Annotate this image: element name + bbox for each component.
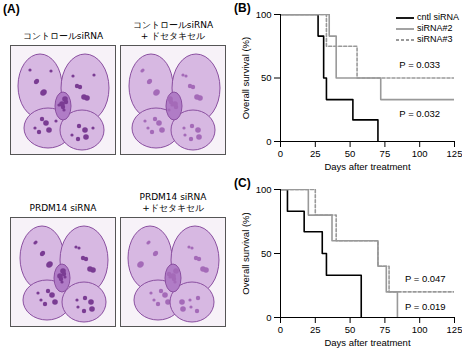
svg-text:P = 0.019: P = 0.019: [405, 301, 446, 312]
html-text:(B): (B): [234, 1, 251, 15]
svg-text:Days after treatment: Days after treatment: [324, 161, 410, 172]
svg-text:0: 0: [278, 148, 283, 159]
svg-text:0: 0: [266, 136, 271, 147]
svg-text:Overall survival (%): Overall survival (%): [240, 37, 251, 119]
svg-text:50: 50: [345, 148, 356, 159]
html-text:(A): (A): [3, 2, 20, 16]
html-text:コントロールsiRNA: コントロールsiRNA: [132, 20, 214, 30]
svg-text:50: 50: [345, 324, 356, 335]
svg-text:Overall survival (%): Overall survival (%): [240, 212, 251, 294]
svg-text:75: 75: [380, 148, 391, 159]
html-text:コントロールsiRNA: コントロールsiRNA: [22, 31, 104, 41]
html-text:PRDM14 siRNA: PRDM14 siRNA: [29, 203, 97, 213]
svg-text:75: 75: [380, 324, 391, 335]
svg-text:25: 25: [310, 324, 321, 335]
html-text:(C): (C): [234, 176, 251, 190]
svg-text:P = 0.033: P = 0.033: [399, 59, 440, 70]
svg-text:100: 100: [256, 184, 272, 195]
svg-text:125: 125: [447, 324, 462, 335]
svg-text:P = 0.047: P = 0.047: [405, 273, 446, 284]
html-text:+ドセタキセル: +ドセタキセル: [142, 203, 204, 213]
svg-text:100: 100: [256, 9, 272, 20]
svg-text:P = 0.032: P = 0.032: [399, 108, 440, 119]
html-text:PRDM14 siRNA: PRDM14 siRNA: [139, 192, 207, 202]
svg-text:50: 50: [261, 248, 272, 259]
svg-text:100: 100: [412, 148, 428, 159]
svg-text:Days after treatment: Days after treatment: [324, 337, 410, 348]
svg-text:125: 125: [447, 148, 462, 159]
svg-text:0: 0: [266, 312, 271, 323]
svg-text:50: 50: [261, 72, 272, 83]
html-text:cntl siRNA: cntl siRNA: [417, 12, 459, 22]
svg-text:100: 100: [412, 324, 428, 335]
html-text:+ ドセタキセル: + ドセタキセル: [140, 31, 206, 41]
svg-text:25: 25: [310, 148, 321, 159]
html-text:siRNA#2: siRNA#2: [417, 23, 453, 33]
svg-text:0: 0: [278, 324, 283, 335]
html-text:siRNA#3: siRNA#3: [417, 34, 453, 44]
